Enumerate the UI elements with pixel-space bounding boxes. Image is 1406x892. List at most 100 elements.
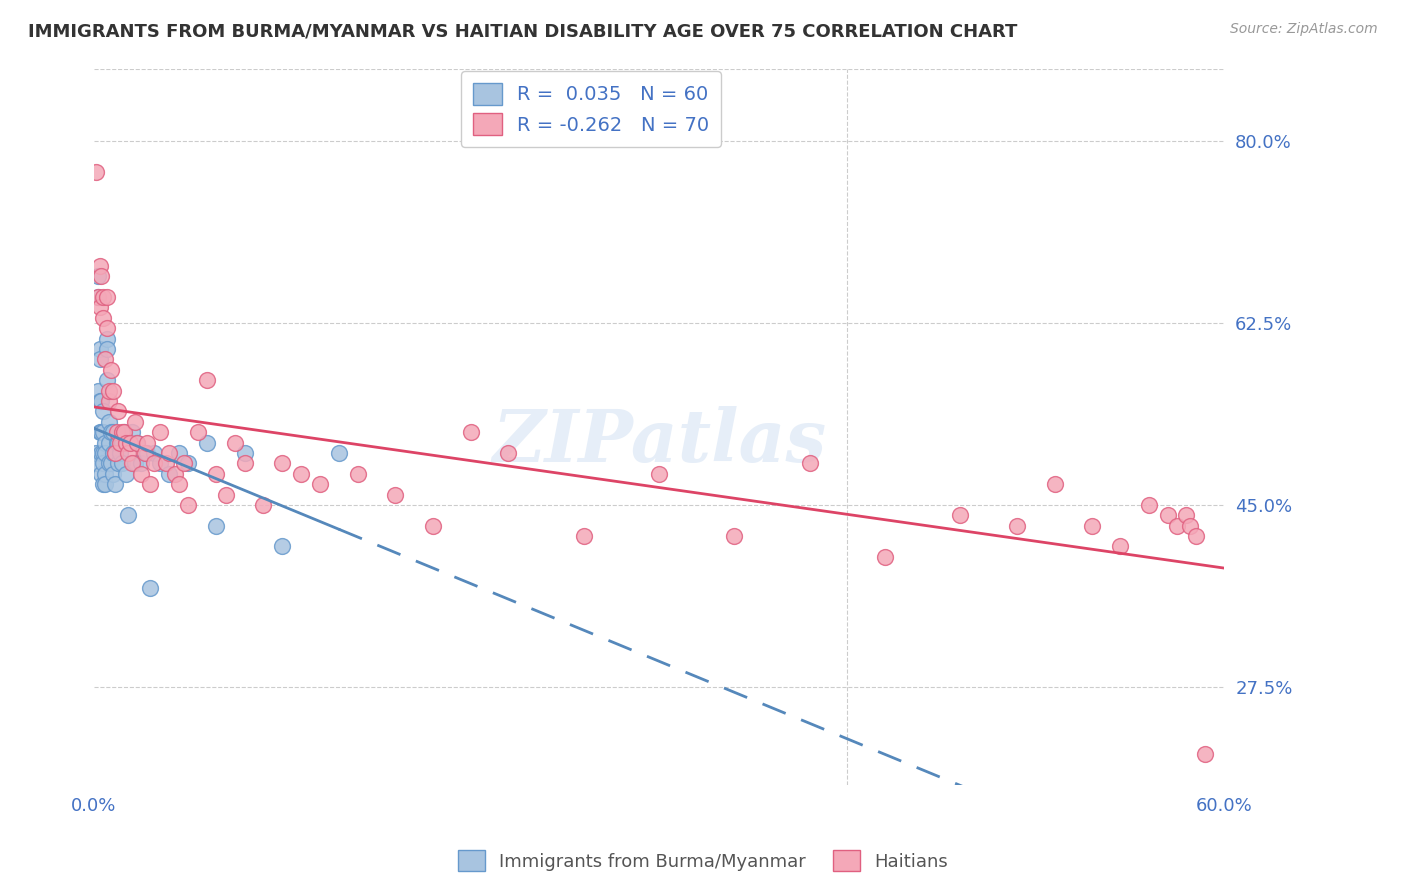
Legend: R =  0.035   N = 60, R = -0.262   N = 70: R = 0.035 N = 60, R = -0.262 N = 70 [461,71,721,147]
Point [121,456,143,470]
Point [139,581,162,595]
Point [949,508,972,523]
Point [84,456,107,470]
Point [117,446,139,460]
Point [112,425,135,440]
Point [107,435,129,450]
Point [90,425,112,440]
Point [384,487,406,501]
Point [572,529,595,543]
Point [98,394,121,409]
Point [648,467,671,481]
Point [167,477,190,491]
Point [94,467,117,481]
Point [1156,508,1178,523]
Point [873,549,896,564]
Point [90,446,112,460]
Point [135,435,157,450]
Point [157,446,180,460]
Point [101,467,124,481]
Point [98,384,121,398]
Point [98,456,121,470]
Point [167,446,190,460]
Text: IMMIGRANTS FROM BURMA/MYANMAR VS HAITIAN DISABILITY AGE OVER 75 CORRELATION CHAR: IMMIGRANTS FROM BURMA/MYANMAR VS HAITIAN… [28,22,1018,40]
Point [89,259,111,273]
Point [346,467,368,481]
Point [1081,518,1104,533]
Point [86,269,108,284]
Point [460,425,482,440]
Point [723,529,745,543]
Point [205,518,228,533]
Point [94,477,117,491]
Point [1137,498,1160,512]
Point [290,467,312,481]
Point [93,425,115,440]
Point [90,269,112,284]
Point [224,435,246,450]
Point [98,435,121,450]
Point [129,456,152,470]
Point [110,435,132,450]
Point [86,290,108,304]
Point [105,435,128,450]
Point [157,467,180,481]
Text: Source: ZipAtlas.com: Source: ZipAtlas.com [1230,22,1378,37]
Point [111,435,134,450]
Point [101,425,124,440]
Point [94,352,117,367]
Point [96,321,118,335]
Point [96,373,118,387]
Point [1166,518,1188,533]
Point [107,456,129,470]
Point [118,435,141,450]
Point [90,467,112,481]
Point [1180,518,1202,533]
Point [84,446,107,460]
Point [93,446,115,460]
Point [94,435,117,450]
Point [115,435,138,450]
Point [89,301,111,315]
Point [215,487,238,501]
Point [84,165,107,179]
Point [271,540,294,554]
Point [96,290,118,304]
Point [104,446,127,460]
Point [117,508,139,523]
Point [149,425,172,440]
Point [1175,508,1198,523]
Point [101,446,124,460]
Point [498,446,520,460]
Point [86,384,108,398]
Point [139,477,162,491]
Point [100,425,122,440]
Point [124,456,146,470]
Point [143,456,166,470]
Point [90,394,112,409]
Point [309,477,332,491]
Point [186,425,208,440]
Point [94,446,117,460]
Point [89,342,111,356]
Point [134,446,156,460]
Point [149,456,172,470]
Point [124,415,146,429]
Point [195,373,218,387]
Point [86,290,108,304]
Point [195,435,218,450]
Point [135,446,157,460]
Point [115,467,138,481]
Legend: Immigrants from Burma/Myanmar, Haitians: Immigrants from Burma/Myanmar, Haitians [450,843,956,879]
Point [101,384,124,398]
Point [271,456,294,470]
Point [177,456,200,470]
Point [177,498,200,512]
Point [89,394,111,409]
Point [143,446,166,460]
Point [96,332,118,346]
Point [98,415,121,429]
Point [93,456,115,470]
Point [105,425,128,440]
Point [1005,518,1028,533]
